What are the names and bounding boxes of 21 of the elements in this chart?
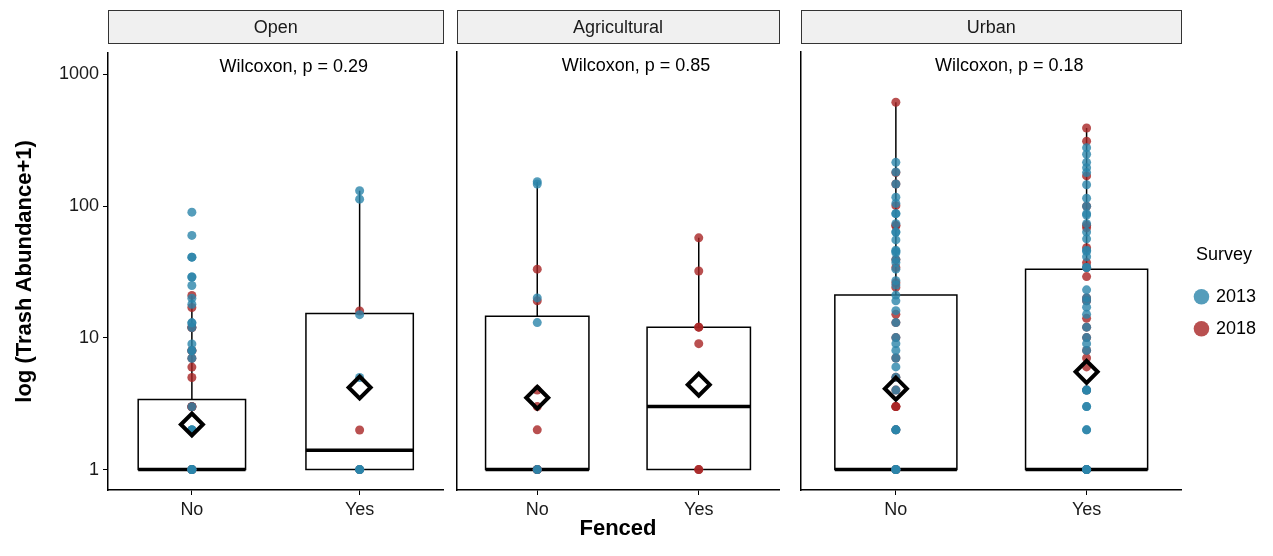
y-tick-label: 100 [68, 195, 99, 216]
chart-title: Open [108, 10, 444, 44]
y-tick-label: 1 [88, 458, 99, 479]
legend-label: 2013 [1215, 285, 1256, 306]
y-axis-title: log (Trash Abundance+1) [11, 140, 37, 403]
chart-title: Urban [800, 10, 1182, 44]
x-tick-label: Yes [684, 498, 714, 519]
x-tick-label: Yes [1071, 498, 1102, 519]
x-tick-label: No [525, 498, 549, 519]
annotation: Wilcoxon, p = 0.29 [219, 55, 369, 76]
legend-title: Survey [1195, 244, 1252, 265]
x-axis-title: Fenced [579, 514, 657, 540]
x-tick-label: No [180, 498, 204, 519]
chart-title: Agricultural [456, 10, 780, 44]
annotation: Wilcoxon, p = 0.85 [561, 54, 711, 75]
annotation: Wilcoxon, p = 0.18 [934, 54, 1084, 75]
y-tick-label: 10 [78, 326, 99, 347]
y-tick-label: 1000 [58, 63, 99, 84]
x-tick-label: Yes [344, 498, 375, 519]
x-tick-label: No [884, 498, 908, 519]
legend-label: 2018 [1215, 317, 1256, 338]
